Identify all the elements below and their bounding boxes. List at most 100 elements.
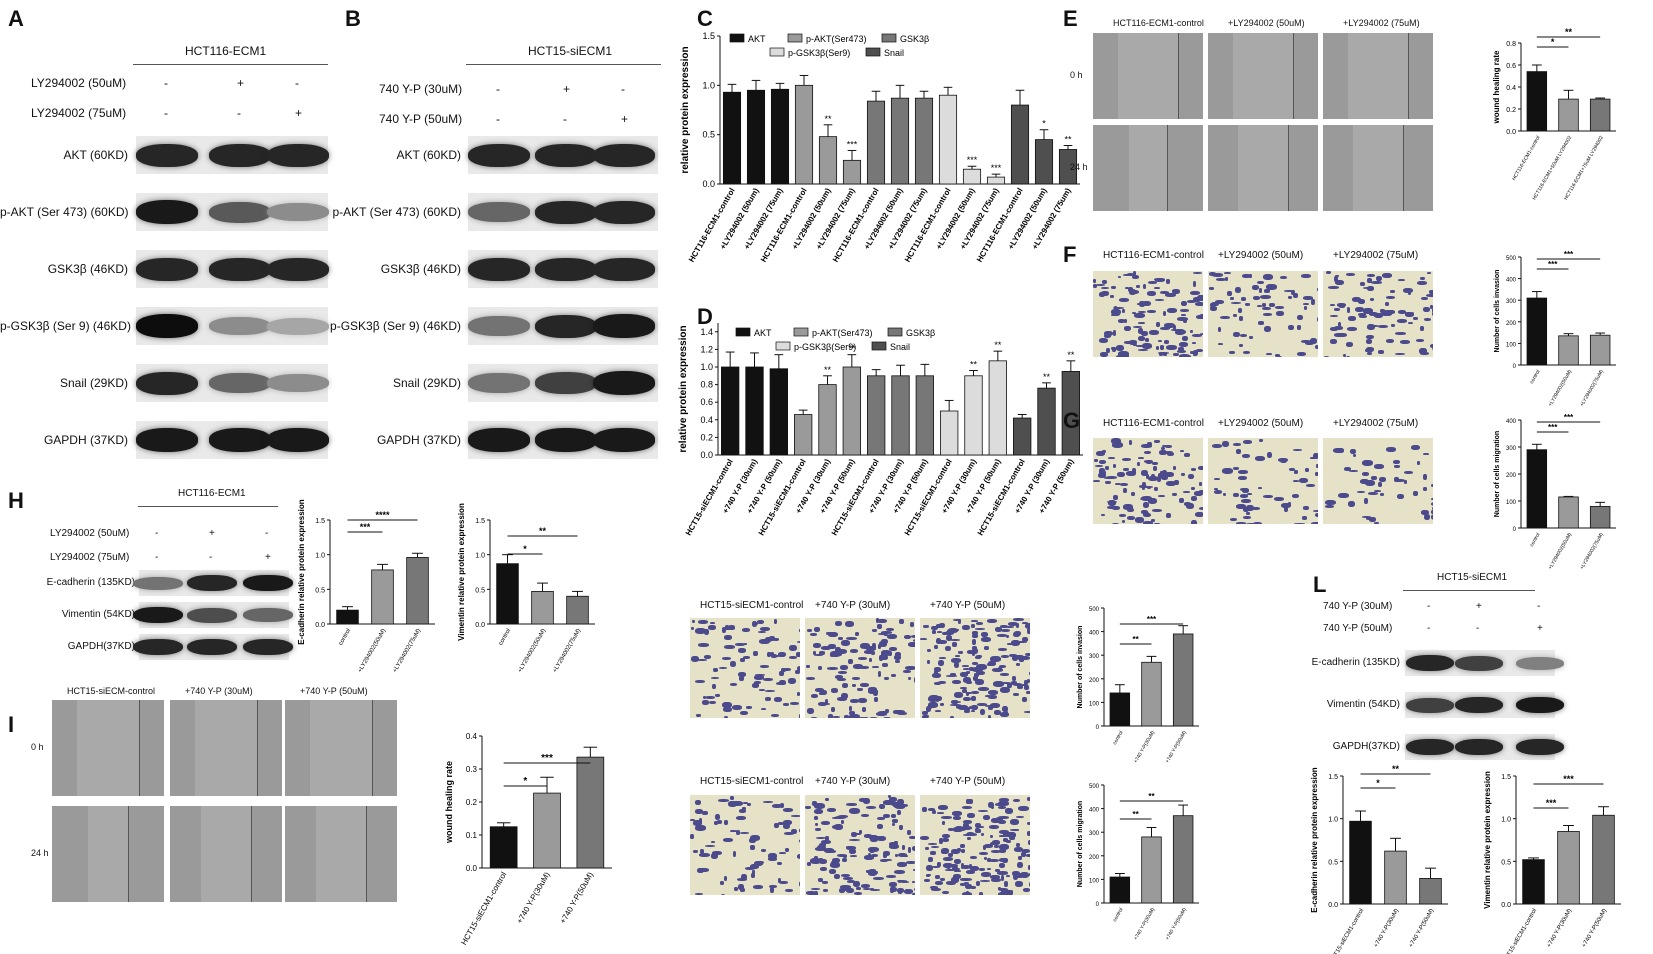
- cell-stain: [998, 892, 1007, 895]
- x-tick-label: +740 Y-P(50uM): [1165, 730, 1189, 765]
- significance-label: **: [1067, 350, 1075, 360]
- treatment-mark: -: [1537, 601, 1541, 612]
- blot-band: [187, 575, 237, 591]
- cell-stain: [850, 855, 857, 857]
- blot-band: [136, 314, 198, 338]
- y-tick-label: 0.0: [466, 864, 478, 873]
- cell-stain: [965, 884, 972, 889]
- cell-stain: [1413, 317, 1418, 320]
- cell-stain: [1432, 348, 1433, 350]
- cell-stain: [1253, 296, 1260, 300]
- y-axis-label: wound healing rate: [444, 761, 454, 844]
- blot-strip: [1405, 692, 1564, 718]
- cell-stain: [879, 641, 887, 647]
- cell-stain: [866, 646, 876, 651]
- cell-stain: [991, 806, 994, 809]
- cell-stain: [846, 846, 852, 848]
- cell-stain: [1419, 348, 1427, 354]
- treatment-mark: -: [164, 76, 168, 90]
- bar: [964, 375, 983, 456]
- cell-stain: [943, 863, 953, 868]
- cell-stain: [1362, 472, 1369, 476]
- cell-stain: [1007, 683, 1012, 688]
- cell-stain: [1196, 349, 1203, 352]
- cell-stain: [815, 688, 824, 692]
- cell-stain: [877, 619, 887, 623]
- cell-stain: [1243, 440, 1252, 444]
- x-tick-label: +740 Y-P (50um): [1037, 457, 1076, 515]
- blot-strip: [468, 250, 658, 288]
- cell-stain: [1000, 712, 1009, 717]
- y-tick-label: 0.0: [1501, 902, 1511, 909]
- cell-stain: [708, 625, 716, 630]
- cell-stain: [932, 630, 936, 634]
- cell-stain: [1281, 503, 1291, 508]
- cell-stain: [1192, 342, 1196, 344]
- cell-stain: [711, 853, 718, 859]
- cell-stain: [1369, 312, 1378, 316]
- legend-label: p-AKT(Ser473): [806, 34, 867, 44]
- x-tick-label: +740 Y-P(50uM): [558, 870, 595, 925]
- cell-stain: [1016, 843, 1020, 847]
- cell-stain: [753, 885, 763, 889]
- cell-stain: [1367, 286, 1374, 291]
- blot-row-label: Snail (29KD): [59, 376, 128, 390]
- blot-title: HCT116-ECM1: [178, 488, 246, 499]
- cell-stain: [936, 624, 942, 628]
- cell-stain: [1006, 635, 1009, 638]
- cell-stain: [931, 888, 941, 891]
- bar: [531, 591, 554, 625]
- y-tick-label: 0.5: [475, 587, 485, 594]
- cell-stain: [838, 815, 848, 818]
- cell-stain: [820, 690, 827, 695]
- cell-stain: [743, 802, 748, 804]
- cell-stain: [799, 714, 800, 718]
- panel-label-d: D: [697, 304, 713, 329]
- cell-stain: [690, 834, 694, 839]
- cell-stain: [861, 884, 870, 888]
- cell-stain: [858, 698, 867, 703]
- x-tick-label: HCT15-siECM1-control: [903, 458, 954, 538]
- cell-stain: [1240, 488, 1248, 491]
- cell-stain: [761, 708, 766, 710]
- panel-label-b: B: [345, 6, 361, 31]
- cell-stain: [1025, 653, 1030, 656]
- x-tick-label: +740 Y-P(30uM): [1133, 730, 1157, 765]
- y-tick-label: 0.6: [700, 397, 713, 407]
- cell-stain: [785, 848, 789, 852]
- cell-stain: [1236, 504, 1246, 509]
- cell-stain: [740, 832, 749, 834]
- x-tick-label: HCT116-ECM1+75uM LY294002: [1563, 135, 1605, 201]
- cell-stain: [783, 808, 793, 812]
- cell-stain: [1239, 316, 1243, 321]
- cell-stain: [1100, 352, 1108, 357]
- bar: [1384, 850, 1407, 905]
- cell-stain: [1015, 881, 1023, 887]
- cell-stain: [1420, 277, 1425, 280]
- x-tick-label: HCT116-ECM1-control: [903, 187, 953, 264]
- cell-stain: [1172, 493, 1177, 496]
- cell-stain: [967, 650, 974, 654]
- cell-stain: [1174, 480, 1179, 485]
- cell-stain: [928, 843, 937, 845]
- cell-stain: [1099, 460, 1106, 464]
- cell-stain: [1111, 347, 1116, 350]
- wound-gap: [88, 806, 128, 902]
- blot-row-label: Vimentin (54KD): [1326, 699, 1400, 710]
- cell-stain: [943, 857, 953, 861]
- cell-stain: [1349, 470, 1358, 472]
- blot-row-label: GAPDH (37KD): [376, 433, 461, 447]
- cell-stain: [1243, 516, 1251, 519]
- y-tick-label: 300: [1089, 654, 1100, 660]
- x-tick-label: control: [1112, 907, 1125, 923]
- cell-stain: [1172, 289, 1180, 294]
- cell-stain: [1346, 342, 1353, 347]
- cell-stain: [964, 710, 970, 713]
- cell-stain: [928, 702, 938, 708]
- y-tick-label: 0.0: [700, 450, 713, 460]
- cell-stain: [739, 809, 746, 813]
- cell-stain: [1411, 445, 1420, 450]
- cell-stain: [1259, 439, 1263, 442]
- cell-stain: [1104, 331, 1113, 336]
- cell-stain: [1113, 330, 1116, 336]
